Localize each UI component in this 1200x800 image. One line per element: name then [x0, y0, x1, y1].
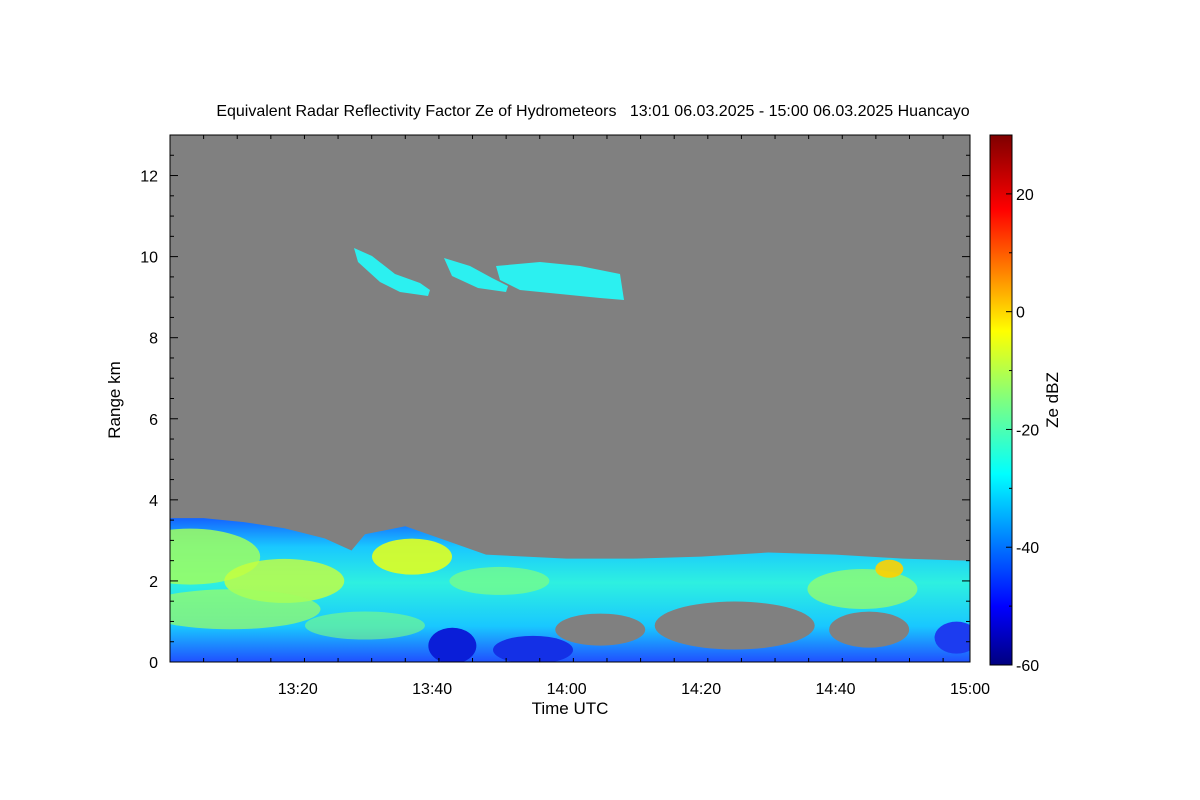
x-tick-label: 14:20 [681, 681, 721, 698]
echo-patch [304, 611, 425, 640]
echo-patch [449, 566, 550, 595]
colorbar-tick-label: 0 [1016, 305, 1025, 322]
echo-patch [170, 589, 321, 630]
echo-patch [372, 538, 453, 575]
x-tick-label: 13:40 [412, 681, 452, 698]
weak-echo-region [829, 611, 910, 648]
y-tick-label: 12 [140, 169, 158, 186]
weak-echo-region [428, 627, 477, 662]
colorbar-ticks: -60 -40 -20 0 20 [1006, 134, 1039, 675]
colorbar: -60 -40 -20 0 20 Ze dBZ [989, 134, 1062, 675]
plot-area [170, 135, 970, 662]
colorbar-tick-label: -20 [1016, 422, 1039, 439]
weak-echo-region [493, 635, 574, 662]
upper-ice-cloud [444, 258, 508, 292]
colorbar-title: Ze dBZ [1043, 372, 1062, 428]
echo-patch [807, 569, 918, 610]
y-axis-title: Range km [105, 361, 124, 438]
x-tick-label: 13:20 [278, 681, 318, 698]
x-axis-ticks: 13:20 13:40 14:00 14:20 14:40 15:00 [169, 135, 990, 698]
weak-echo-region [934, 621, 970, 654]
chart-title: Equivalent Radar Reflectivity Factor Ze … [216, 103, 969, 120]
x-tick-label: 15:00 [950, 681, 990, 698]
x-tick-label: 14:40 [816, 681, 856, 698]
y-tick-label: 0 [149, 655, 158, 672]
echo-patch [875, 559, 904, 578]
y-tick-label: 4 [149, 493, 158, 510]
weak-echo-region [555, 613, 646, 646]
y-tick-label: 8 [149, 331, 158, 348]
x-tick-label: 14:00 [547, 681, 587, 698]
y-axis-ticks: 0 2 4 6 8 10 12 [140, 134, 970, 672]
x-axis-title: Time UTC [532, 699, 609, 718]
colorbar-tick-label: -40 [1016, 540, 1039, 557]
upper-ice-cloud [354, 248, 430, 296]
y-tick-label: 10 [140, 250, 158, 267]
y-tick-label: 6 [149, 412, 158, 429]
colorbar-tick-label: 20 [1016, 187, 1034, 204]
colorbar-gradient [989, 134, 1013, 666]
weak-echo-region [654, 601, 815, 650]
reflectivity-regions [170, 248, 970, 662]
upper-ice-cloud [496, 262, 624, 300]
y-tick-label: 2 [149, 574, 158, 591]
colorbar-tick-label: -60 [1016, 658, 1039, 675]
